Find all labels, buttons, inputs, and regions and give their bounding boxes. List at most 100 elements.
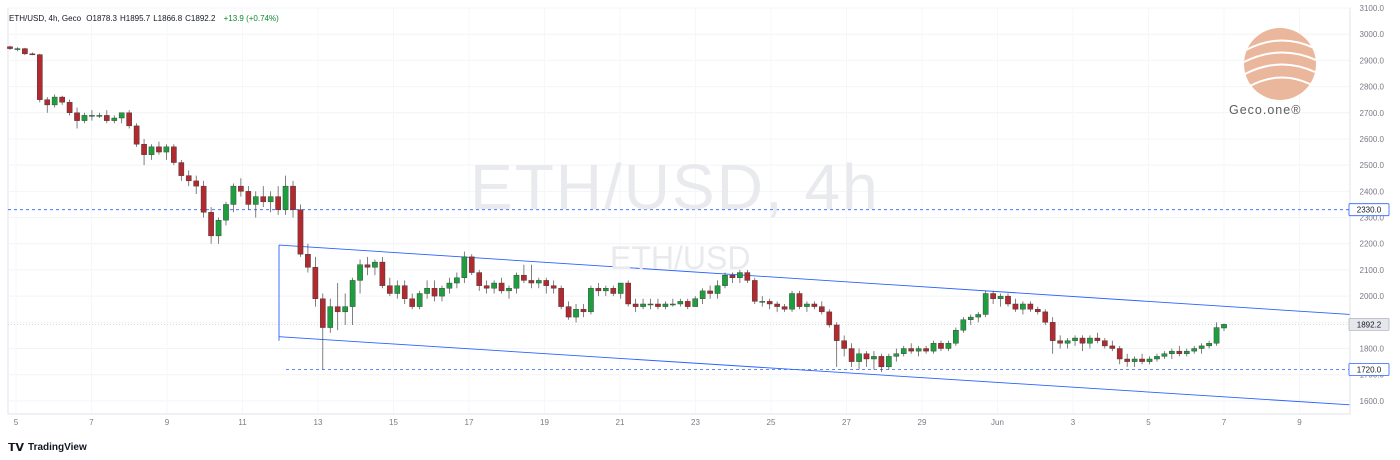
candle[interactable] <box>625 280 631 307</box>
candle[interactable] <box>774 301 780 312</box>
candle[interactable] <box>819 301 825 315</box>
candle[interactable] <box>781 303 788 312</box>
candle[interactable] <box>215 217 222 244</box>
candle[interactable] <box>178 159 185 181</box>
candle[interactable] <box>900 345 907 357</box>
candle[interactable] <box>722 272 728 289</box>
candle[interactable] <box>632 298 639 312</box>
candle[interactable] <box>967 314 974 325</box>
candle[interactable] <box>200 180 207 218</box>
candle[interactable] <box>238 178 244 197</box>
candle[interactable] <box>163 144 170 160</box>
candle[interactable] <box>848 343 855 367</box>
candle[interactable] <box>424 280 430 299</box>
candle[interactable] <box>394 280 401 299</box>
candle[interactable] <box>506 285 512 299</box>
candle[interactable] <box>372 259 378 276</box>
candle[interactable] <box>640 298 646 310</box>
candle[interactable] <box>260 186 267 208</box>
candle[interactable] <box>282 175 289 215</box>
candle[interactable] <box>550 280 557 294</box>
candle[interactable] <box>938 340 944 352</box>
candle[interactable] <box>886 353 892 370</box>
chart-legend[interactable]: ETH/USD, 4h, Geco O1878.3 H1895.7 L1866.8 C… <box>9 14 282 23</box>
candle[interactable] <box>1191 345 1198 354</box>
candle[interactable] <box>267 191 274 213</box>
candle[interactable] <box>59 95 65 105</box>
candle[interactable] <box>796 290 803 310</box>
candle[interactable] <box>66 99 73 116</box>
candle[interactable] <box>1183 348 1190 357</box>
candle[interactable] <box>565 301 572 320</box>
candle[interactable] <box>528 264 535 289</box>
candle[interactable] <box>610 285 617 297</box>
candle[interactable] <box>379 256 386 289</box>
candle[interactable] <box>751 277 758 304</box>
candle[interactable] <box>699 288 706 304</box>
candle[interactable] <box>141 138 147 166</box>
candle[interactable] <box>126 110 132 129</box>
candle[interactable] <box>1206 340 1212 349</box>
candle[interactable] <box>617 282 624 299</box>
candle[interactable] <box>1198 343 1205 354</box>
candle[interactable] <box>804 301 810 312</box>
candle[interactable] <box>305 243 311 273</box>
candle[interactable] <box>230 183 237 213</box>
candle[interactable] <box>997 293 1004 307</box>
candle[interactable] <box>439 285 445 302</box>
candle[interactable] <box>1049 317 1056 354</box>
tradingview-footer[interactable]: 𝗧𝗩 TradingView <box>8 441 87 454</box>
candle[interactable] <box>133 123 140 147</box>
candle[interactable] <box>1020 301 1026 315</box>
candle[interactable] <box>320 293 326 370</box>
candle[interactable] <box>290 180 296 218</box>
candle[interactable] <box>327 298 334 333</box>
candle[interactable] <box>759 296 766 307</box>
candle[interactable] <box>670 298 676 307</box>
candle[interactable] <box>893 348 900 362</box>
candle[interactable] <box>543 277 550 294</box>
candle[interactable] <box>416 290 423 310</box>
candle[interactable] <box>1042 309 1049 325</box>
candle[interactable] <box>1012 298 1019 312</box>
candle[interactable] <box>744 269 751 284</box>
candle[interactable] <box>111 115 118 124</box>
candle[interactable] <box>871 351 877 370</box>
candle[interactable] <box>491 280 497 294</box>
candle[interactable] <box>692 296 699 307</box>
candle[interactable] <box>960 317 967 333</box>
candles[interactable] <box>7 45 1227 373</box>
candle[interactable] <box>1116 345 1123 365</box>
candle[interactable] <box>208 207 214 244</box>
candle[interactable] <box>945 340 952 352</box>
candle[interactable] <box>1109 340 1116 352</box>
candle[interactable] <box>223 201 229 226</box>
candle[interactable] <box>1087 335 1093 349</box>
candle[interactable] <box>1154 353 1160 362</box>
candle[interactable] <box>22 47 28 56</box>
candle[interactable] <box>1131 356 1138 367</box>
candle[interactable] <box>89 110 95 121</box>
candle[interactable] <box>684 298 691 310</box>
candle[interactable] <box>863 351 870 367</box>
candle[interactable] <box>789 290 795 312</box>
candle[interactable] <box>1176 345 1183 357</box>
candle[interactable] <box>357 259 363 294</box>
candle[interactable] <box>521 264 527 284</box>
candle[interactable] <box>312 256 319 307</box>
candle[interactable] <box>275 186 281 215</box>
channel-lower-line[interactable] <box>278 336 1351 406</box>
candle[interactable] <box>29 52 36 56</box>
candle[interactable] <box>729 272 736 284</box>
candle[interactable] <box>476 269 483 291</box>
candle[interactable] <box>461 251 468 284</box>
candle[interactable] <box>975 311 982 323</box>
candle[interactable] <box>364 256 371 276</box>
candle[interactable] <box>1079 335 1086 352</box>
candle[interactable] <box>185 170 192 187</box>
candle[interactable] <box>923 345 929 354</box>
candle[interactable] <box>498 277 505 294</box>
candle[interactable] <box>841 335 847 357</box>
candle[interactable] <box>580 303 587 318</box>
